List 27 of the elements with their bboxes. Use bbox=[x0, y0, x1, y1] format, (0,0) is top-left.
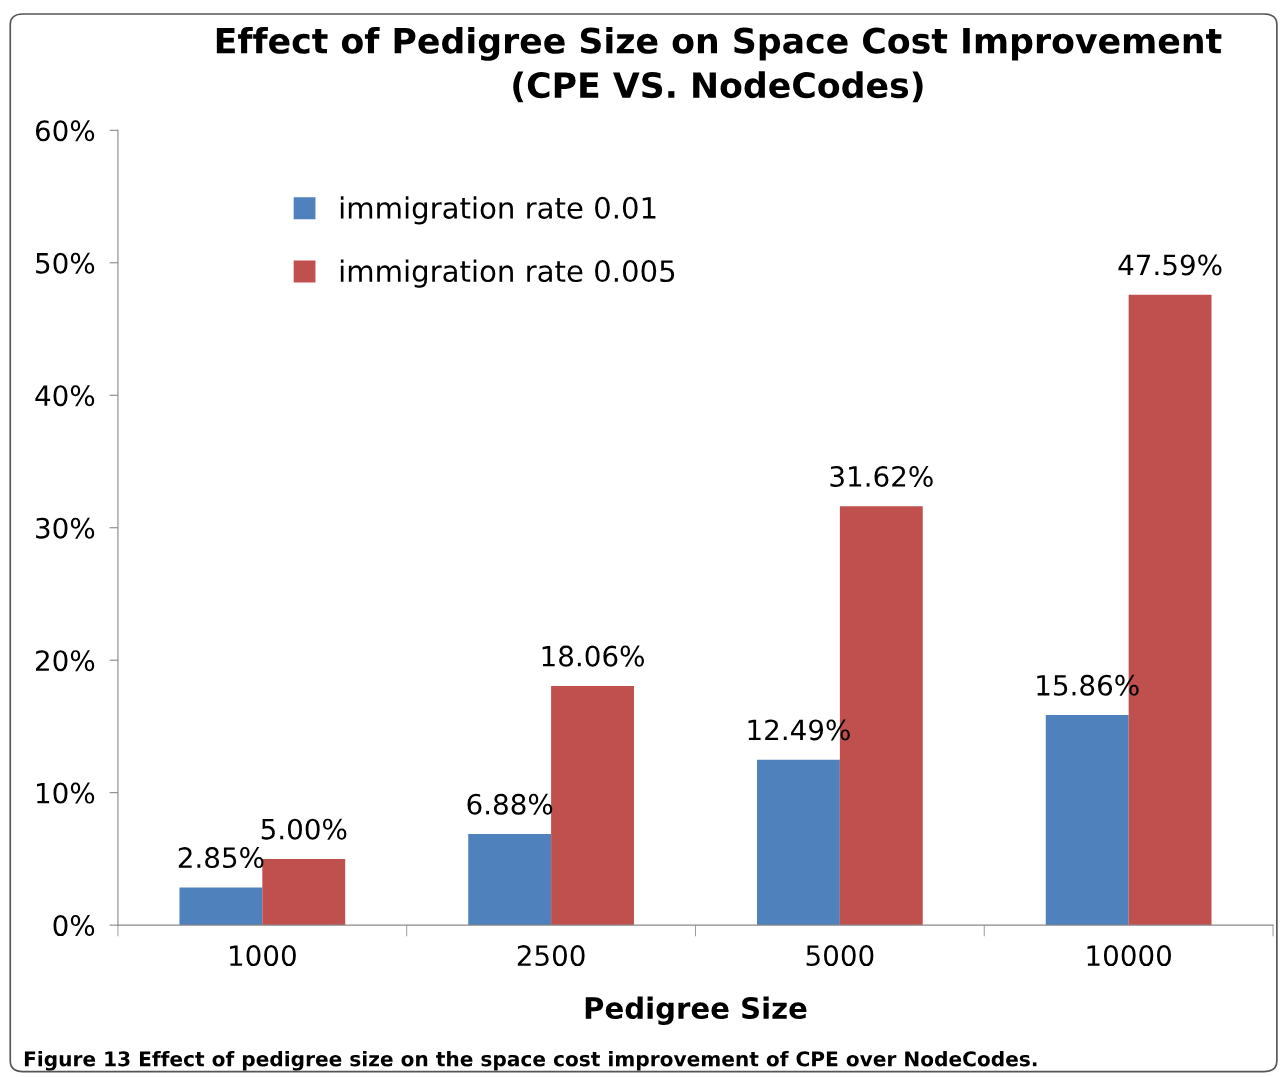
bar bbox=[756, 759, 840, 926]
x-axis-title: Pedigree Size bbox=[585, 996, 807, 1025]
y-tick-label: 20% bbox=[36, 650, 95, 672]
x-tick-label: 2500 bbox=[517, 945, 585, 967]
data-label: 47.59% bbox=[1118, 254, 1222, 276]
bar bbox=[179, 887, 263, 926]
data-label: 18.06% bbox=[542, 645, 644, 667]
bar bbox=[551, 685, 634, 926]
legend-label: immigration rate 0.005 bbox=[340, 259, 675, 288]
bar bbox=[1045, 715, 1129, 926]
caption: Figure 13 Effect of pedigree size on the space cost improvement of CPE over NodeCodes. bbox=[24, 1050, 1037, 1071]
data-label: 31.62% bbox=[830, 465, 933, 487]
y-tick-label: 0% bbox=[53, 915, 95, 937]
data-label: 5.00% bbox=[261, 818, 347, 840]
y-tick-label: 30% bbox=[36, 517, 95, 539]
y-tick-label: 40% bbox=[35, 385, 95, 407]
y-tick-label: 60% bbox=[35, 120, 95, 142]
data-label: 2.85% bbox=[178, 847, 264, 869]
bar bbox=[468, 834, 552, 926]
bar bbox=[262, 858, 346, 926]
legend-label: immigration rate 0.01 bbox=[340, 196, 656, 225]
x-tick-label: 1000 bbox=[230, 945, 296, 967]
y-tick-label: 50% bbox=[36, 252, 95, 274]
y-tick-label: 10% bbox=[37, 782, 95, 804]
x-tick-label: 10000 bbox=[1087, 945, 1171, 967]
chart-title: Effect of Pedigree Size on Space Cost Improvement (CPE VS. NodeCodes) bbox=[216, 26, 1222, 103]
x-tick-label: 5000 bbox=[806, 945, 874, 967]
